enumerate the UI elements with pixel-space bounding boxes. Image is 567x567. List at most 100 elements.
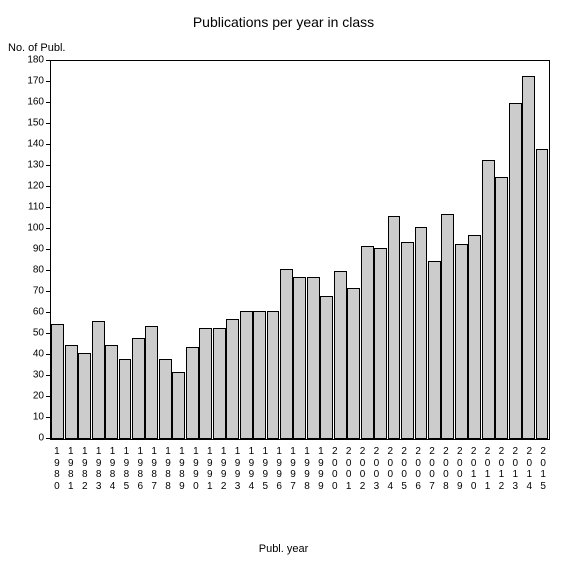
bar [536,149,549,439]
bar [65,345,78,440]
bar [78,353,91,439]
x-tick-label: 2012 [495,442,509,512]
x-tick-label: 2000 [328,442,342,512]
x-tick-label: 2005 [397,442,411,512]
y-tick-label: 160 [27,97,44,108]
bar [293,277,306,439]
x-tick-label: 1981 [64,442,78,512]
x-tick-label: 2007 [425,442,439,512]
bar [522,76,535,439]
bar [105,345,118,440]
x-tick-label: 2010 [467,442,481,512]
y-tick-label: 70 [33,286,44,297]
y-tick-label: 60 [33,307,44,318]
x-tick-label: 1996 [272,442,286,512]
y-tick-label: 170 [27,76,44,87]
bar [509,103,522,439]
bar [307,277,320,439]
x-axis-label: Publ. year [0,543,567,555]
y-tick-label: 100 [27,223,44,234]
x-tick-label: 2011 [481,442,495,512]
y-tick-label: 20 [33,391,44,402]
x-tick-label: 1999 [314,442,328,512]
bar [199,328,212,439]
bar [253,311,266,439]
x-tick-label: 1992 [217,442,231,512]
bars-container [51,61,549,439]
y-axis-ticks: 0102030405060708090100110120130140150160… [0,60,50,440]
y-tick-label: 130 [27,160,44,171]
x-axis-ticks: 1980198119821983198419851986198719881989… [50,442,550,512]
y-tick-label: 140 [27,139,44,150]
bar [267,311,280,439]
bar [240,311,253,439]
bar [213,328,226,439]
x-tick-label: 1980 [50,442,64,512]
publications-chart: Publications per year in class No. of Pu… [0,0,567,567]
bar [132,338,145,439]
x-tick-label: 2002 [356,442,370,512]
x-tick-label: 1990 [189,442,203,512]
bar [172,372,185,439]
bar [482,160,495,439]
x-tick-label: 2001 [342,442,356,512]
y-tick-label: 120 [27,181,44,192]
x-tick-label: 2009 [453,442,467,512]
bar [186,347,199,439]
x-tick-label: 2008 [439,442,453,512]
bar [92,321,105,439]
bar [145,326,158,439]
bar [334,271,347,439]
bar [468,235,481,439]
x-tick-label: 2004 [383,442,397,512]
x-tick-label: 2015 [536,442,550,512]
x-tick-label: 1983 [92,442,106,512]
bar [280,269,293,439]
x-tick-label: 1991 [203,442,217,512]
x-tick-label: 1995 [258,442,272,512]
x-tick-label: 1993 [231,442,245,512]
x-tick-label: 1997 [286,442,300,512]
y-tick-label: 30 [33,370,44,381]
bar [374,248,387,439]
bar [361,246,374,439]
x-tick-label: 1988 [161,442,175,512]
x-tick-label: 2003 [369,442,383,512]
x-tick-label: 1989 [175,442,189,512]
bar [347,288,360,439]
bar [495,177,508,440]
y-tick-label: 150 [27,118,44,129]
bar [119,359,132,439]
bar [441,214,454,439]
y-tick-label: 50 [33,328,44,339]
bar [455,244,468,439]
bar [415,227,428,439]
x-tick-label: 2006 [411,442,425,512]
x-tick-label: 1982 [78,442,92,512]
bar [428,261,441,440]
y-tick-label: 90 [33,244,44,255]
x-tick-label: 1994 [244,442,258,512]
y-tick-label: 180 [27,55,44,66]
x-tick-label: 1998 [300,442,314,512]
chart-title: Publications per year in class [0,14,567,30]
bar [320,296,333,439]
bar [226,319,239,439]
y-axis-label: No. of Publ. [8,42,65,54]
x-tick-label: 1985 [119,442,133,512]
x-tick-label: 2014 [522,442,536,512]
x-tick-label: 1987 [147,442,161,512]
bar [159,359,172,439]
y-tick-label: 110 [28,202,44,213]
y-tick-label: 80 [33,265,44,276]
bar [388,216,401,439]
y-tick-label: 0 [38,433,44,444]
y-tick-label: 10 [33,412,44,423]
bar [401,242,414,439]
bar [51,324,64,440]
y-tick-label: 40 [33,349,44,360]
plot-area [50,60,550,440]
x-tick-label: 1984 [106,442,120,512]
x-tick-label: 1986 [133,442,147,512]
x-tick-label: 2013 [508,442,522,512]
